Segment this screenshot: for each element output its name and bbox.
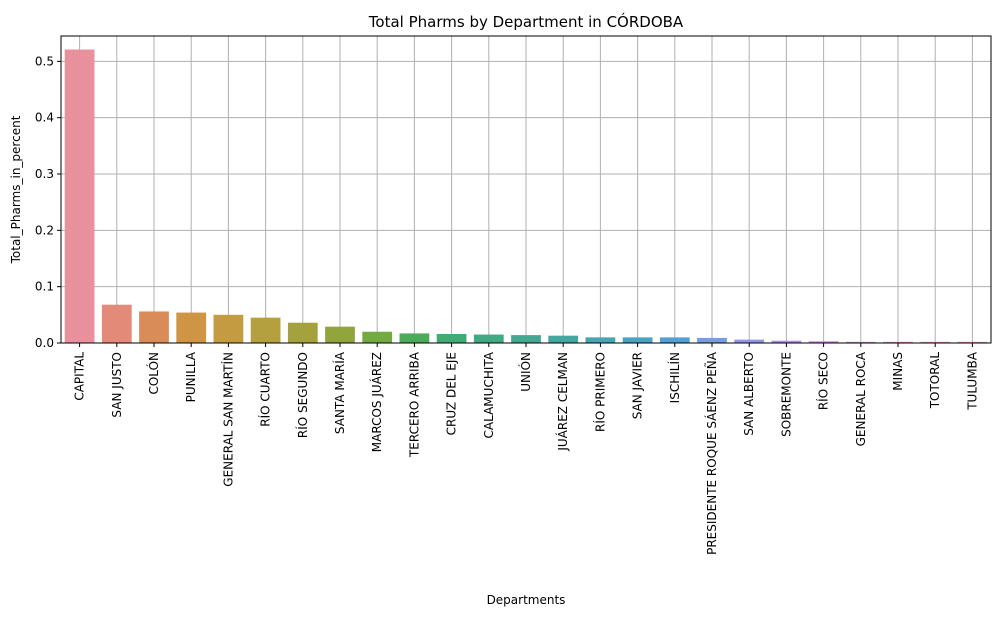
bar-4 [213,314,244,343]
bar-2 [139,311,169,343]
x-tick-label: GENERAL ROCA [854,351,868,446]
x-tick-label: TULUMBA [965,351,979,411]
x-tick-label: RÍO PRIMERO [592,352,607,432]
bar-6 [287,322,318,343]
bar-9 [399,333,430,343]
bar-11 [473,334,504,343]
bar-12 [511,335,541,343]
bar-16 [659,337,690,343]
bar-23 [920,341,951,343]
x-tick-label: MINAS [891,352,905,391]
x-tick-label: UNIÓN [518,352,533,392]
x-tick-label: RÍO SECO [816,352,831,410]
x-tick-label: GENERAL SAN MARTÍN [220,352,235,487]
y-tick-label: 0.1 [35,280,54,294]
bars [64,49,988,344]
chart-title: Total Pharms by Department in CÓRDOBA [368,12,684,31]
x-tick-label: SANTA MARÍA [332,351,347,434]
y-axis-label: Total_Pharms_in_percent [9,115,23,264]
bar-18 [734,339,765,343]
bar-8 [362,331,393,343]
x-tick-label: CALAMUCHITA [482,351,496,438]
bar-20 [808,341,839,343]
y-tick-label: 0.5 [35,54,54,68]
y-tick-label: 0.3 [35,167,54,181]
bar-3 [176,312,207,343]
bar-24 [957,341,988,343]
bar-21 [845,341,876,343]
x-tick-label: SOBREMONTE [779,352,793,437]
x-tick-label: SAN JUSTO [110,352,124,418]
x-tick-label: TOTORAL [928,352,942,410]
x-tick-label: SAN ALBERTO [742,352,756,436]
bar-5 [250,317,281,343]
x-tick-label: CRUZ DEL EJE [445,352,459,435]
x-tick-label: TERCERO ARRIBA [407,351,421,458]
x-axis-ticks: CAPITAL SAN JUSTO COLÓN PUNILLA GENERAL SAN … [73,343,979,555]
x-tick-label: RÍO CUARTO [258,352,273,427]
bar-17 [697,337,727,343]
x-tick-label: PRESIDENTE ROQUE SÁENZ PEÑA [704,351,719,555]
bar-14 [585,337,616,343]
y-tick-label: 0.4 [35,111,54,125]
x-tick-label: COLÓN [146,352,161,395]
x-tick-label: CAPITAL [73,352,87,401]
x-tick-label: SAN JAVIER [631,352,645,419]
y-axis-ticks: 0.0 0.1 0.2 0.3 0.4 0.5 [35,54,61,350]
bar-1 [101,304,132,343]
y-tick-label: 0.2 [35,223,54,237]
y-tick-label: 0.0 [35,336,54,350]
x-tick-label: RÍO SEGUNDO [295,352,310,438]
x-tick-label: JUÁREZ CELMAN [555,352,570,452]
bar-10 [436,333,467,343]
bar-15 [622,337,653,343]
grid-lines [61,36,991,344]
x-axis-label: Departments [487,593,566,607]
x-tick-label: ISCHILÍN [667,352,682,403]
bar-13 [548,335,579,343]
x-tick-label: MARCOS JUÁREZ [369,352,384,452]
x-tick-label: PUNILLA [184,351,198,402]
bar-0 [64,49,95,344]
bar-19 [771,340,802,343]
bar-7 [325,326,355,343]
bar-22 [883,341,913,343]
